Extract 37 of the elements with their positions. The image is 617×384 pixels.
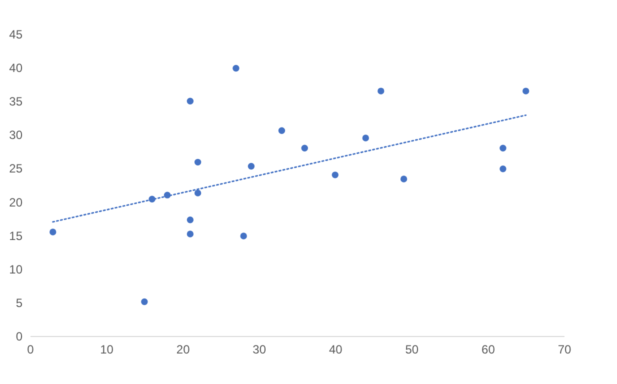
y-tick-label: 15 — [9, 228, 23, 243]
x-tick-label: 10 — [100, 342, 114, 356]
point — [141, 298, 148, 306]
y-tick-label: 10 — [9, 262, 23, 276]
point — [332, 172, 338, 178]
y-tick-label: 40 — [9, 61, 23, 76]
x-tick-label: 40 — [328, 342, 343, 356]
point — [240, 232, 247, 240]
point — [301, 144, 308, 152]
point — [194, 190, 202, 196]
y-tick-label: 0 — [16, 330, 23, 344]
point — [400, 176, 408, 182]
y-tick-label: 35 — [9, 94, 23, 109]
point — [278, 127, 286, 134]
point — [194, 158, 202, 166]
point — [186, 98, 194, 104]
point — [248, 162, 255, 170]
point — [378, 88, 384, 94]
point — [186, 230, 194, 238]
x-tick-label: 60 — [482, 342, 496, 356]
y-tick-label: 20 — [9, 195, 23, 210]
point — [500, 144, 506, 152]
y-tick-label: 45 — [9, 28, 23, 42]
y-tick-label: 5 — [16, 296, 23, 310]
x-tick-label: 0 — [27, 342, 34, 356]
y-tick-label: 30 — [9, 128, 23, 142]
point — [50, 228, 56, 236]
point — [186, 216, 194, 224]
point — [522, 88, 530, 94]
x-tick-label: 20 — [176, 342, 190, 356]
point — [232, 64, 240, 72]
x-tick-label: 30 — [252, 342, 266, 356]
point — [500, 166, 506, 172]
point — [362, 134, 370, 142]
x-tick-label: 70 — [558, 342, 572, 356]
y-tick-label: 25 — [9, 162, 23, 176]
x-tick-label: 50 — [405, 342, 419, 356]
